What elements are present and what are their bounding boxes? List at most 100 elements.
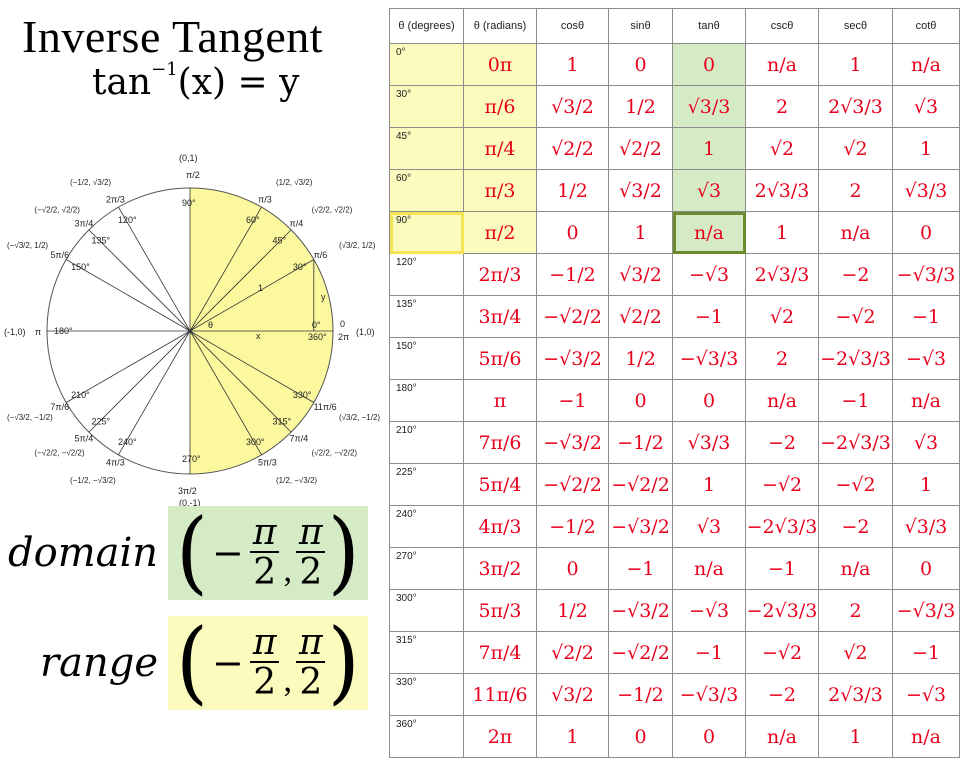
value-cell: −1/2 bbox=[608, 421, 673, 464]
value-cell: −√3 bbox=[672, 253, 746, 296]
value-cell: −1 bbox=[672, 295, 746, 338]
table-row: 135° 3π/4 −√2/2 √2/2 −1 √2 −√2 −1 bbox=[389, 295, 960, 338]
trig-values-table: θ (degrees) θ (radians) cosθ sinθ tanθ cscθ se… bbox=[389, 8, 960, 758]
value-cell: n/a bbox=[745, 43, 819, 86]
zero-deg-label: 0° bbox=[312, 320, 321, 330]
angle-degree-label: 30° bbox=[293, 262, 307, 272]
angle-coordinate-label: (√2/2, −√2/2) bbox=[312, 449, 358, 458]
value-cell: 2√3/3 bbox=[818, 85, 893, 128]
value-cell: 0 bbox=[608, 43, 673, 86]
degree-cell: 0° bbox=[389, 43, 464, 86]
angle-degree-label: 150° bbox=[71, 262, 90, 272]
table-header-3: sinθ bbox=[608, 8, 673, 44]
degree-cell: 270° bbox=[389, 547, 464, 590]
degree-cell: 30° bbox=[389, 85, 464, 128]
value-cell: −√2 bbox=[818, 295, 893, 338]
radial-lines bbox=[47, 188, 333, 474]
value-cell: π bbox=[463, 379, 537, 422]
table-row: 30° π/6 √3/2 1/2 √3/3 2 2√3/3 √3 bbox=[389, 85, 960, 128]
value-cell: √3 bbox=[672, 505, 746, 548]
value-cell: √3/3 bbox=[672, 421, 746, 464]
value-cell: −√2/2 bbox=[608, 631, 673, 674]
value-cell: 0 bbox=[672, 715, 746, 758]
value-cell: −√3 bbox=[672, 589, 746, 632]
value-cell: 3π/2 bbox=[463, 547, 537, 590]
value-cell: 2 bbox=[818, 169, 893, 212]
value-cell: 2√3/3 bbox=[745, 253, 819, 296]
domain-minus: − bbox=[212, 531, 244, 575]
value-cell: 2√3/3 bbox=[745, 169, 819, 212]
value-cell: √3/2 bbox=[536, 673, 609, 716]
y-axis-label: y bbox=[321, 292, 326, 302]
table-row: 240° 4π/3 −1/2 −√3/2 √3 −2√3/3 −2 √3/3 bbox=[389, 505, 960, 548]
value-cell: π/3 bbox=[463, 169, 537, 212]
table-row: 270° 3π/2 0 −1 n/a −1 n/a 0 bbox=[389, 547, 960, 590]
value-cell: −1/2 bbox=[608, 673, 673, 716]
value-cell: √2 bbox=[818, 127, 893, 170]
range-comma: , bbox=[283, 662, 293, 699]
value-cell: −√3/3 bbox=[892, 253, 960, 296]
zero-rad-label: 0 bbox=[340, 319, 345, 329]
range-minus: − bbox=[212, 641, 244, 685]
inverse-tangent-formula: tan−1(x) = y bbox=[92, 59, 299, 103]
value-cell: −2√3/3 bbox=[818, 337, 893, 380]
angle-coordinate-label: (√2/2, √2/2) bbox=[312, 205, 353, 214]
value-cell: 11π/6 bbox=[463, 673, 537, 716]
angle-coordinate-label: (−√2/2, −√2/2) bbox=[34, 449, 84, 458]
angle-degree-label: 120° bbox=[118, 215, 137, 225]
value-cell: 5π/6 bbox=[463, 337, 537, 380]
angle-radian-label: 11π/6 bbox=[314, 402, 337, 412]
value-cell: n/a bbox=[672, 211, 746, 254]
angle-degree-label: 315° bbox=[273, 417, 292, 427]
value-cell: 0 bbox=[536, 211, 609, 254]
degree-cell: 300° bbox=[389, 589, 464, 632]
formula-exponent: −1 bbox=[151, 59, 178, 80]
two-pi-label: 2π bbox=[338, 332, 349, 342]
bottom-point-label: (0,-1) bbox=[179, 498, 201, 508]
pi-half-label: π/2 bbox=[186, 170, 200, 180]
table-header-0: θ (degrees) bbox=[389, 8, 464, 44]
angle-coordinate-label: (−1/2, −√3/2) bbox=[70, 476, 116, 485]
value-cell: 0 bbox=[892, 211, 960, 254]
table-header-7: cotθ bbox=[892, 8, 960, 44]
value-cell: −√3/3 bbox=[672, 673, 746, 716]
degree-cell: 180° bbox=[389, 379, 464, 422]
table-header-4: tanθ bbox=[672, 8, 746, 44]
degree-cell: 60° bbox=[389, 169, 464, 212]
value-cell: −√2 bbox=[818, 463, 893, 506]
value-cell: 1 bbox=[536, 43, 609, 86]
value-cell: 5π/4 bbox=[463, 463, 537, 506]
angle-coordinate-label: (−√2/2, √2/2) bbox=[34, 205, 80, 214]
table-row: 60° π/3 1/2 √3/2 √3 2√3/3 2 √3/3 bbox=[389, 169, 960, 212]
value-cell: 1 bbox=[672, 463, 746, 506]
degree-cell: 240° bbox=[389, 505, 464, 548]
radius-label: 1 bbox=[258, 283, 263, 293]
range-close-paren: ) bbox=[327, 610, 360, 715]
angle-radian-label: 2π/3 bbox=[106, 194, 125, 204]
degree-cell: 315° bbox=[389, 631, 464, 674]
angle-degree-label: 300° bbox=[246, 437, 265, 447]
table-header-1: θ (radians) bbox=[463, 8, 537, 44]
value-cell: √3/2 bbox=[536, 85, 609, 128]
left-point-label: (-1,0) bbox=[4, 327, 26, 337]
value-cell: −1 bbox=[892, 295, 960, 338]
value-cell: 7π/6 bbox=[463, 421, 537, 464]
angle-radian-label: 5π/3 bbox=[258, 458, 277, 468]
angle-coordinate-label: (√3/2, 1/2) bbox=[339, 241, 376, 250]
value-cell: 1 bbox=[672, 127, 746, 170]
domain-comma: , bbox=[283, 552, 293, 589]
table-header-6: secθ bbox=[818, 8, 893, 44]
value-cell: 3π/4 bbox=[463, 295, 537, 338]
table-row: 180° π −1 0 0 n/a −1 n/a bbox=[389, 379, 960, 422]
table-row: 300° 5π/3 1/2 −√3/2 −√3 −2√3/3 2 −√3/3 bbox=[389, 589, 960, 632]
value-cell: −1/2 bbox=[536, 253, 609, 296]
formula-base: tan bbox=[92, 62, 152, 103]
value-cell: −2√3/3 bbox=[745, 589, 819, 632]
value-cell: −√2/2 bbox=[608, 463, 673, 506]
